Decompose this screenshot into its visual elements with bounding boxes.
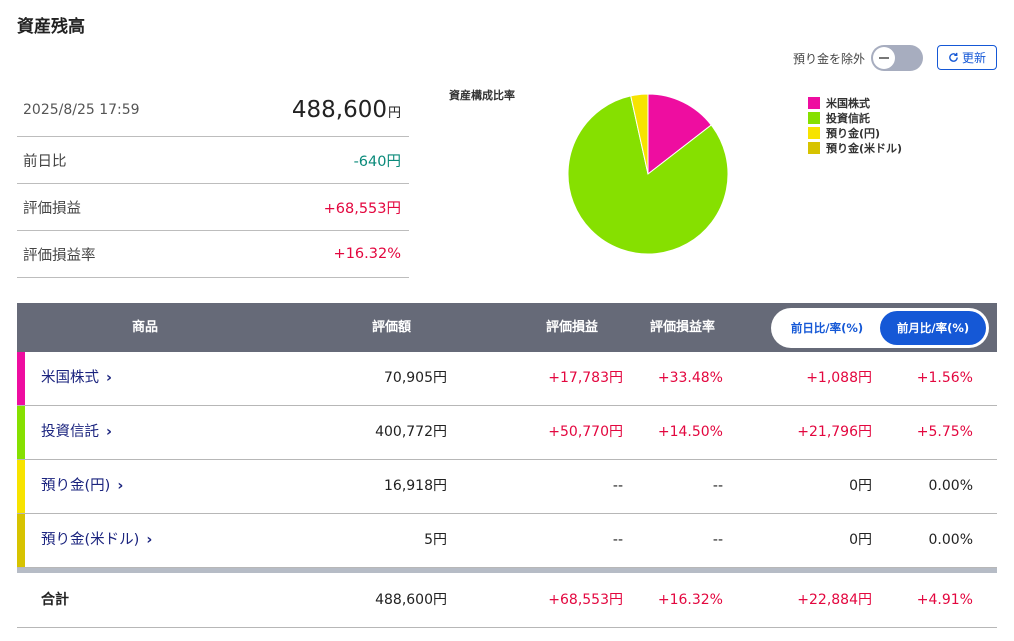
summary-row-daily-change: 前日比 -640円 [17, 137, 409, 184]
legend-label: 預り金(米ドル) [826, 141, 903, 155]
exclude-deposit-toggle[interactable] [871, 45, 924, 71]
legend-label: 預り金(円) [826, 126, 881, 140]
chevron-right-icon: › [117, 478, 124, 494]
summary-label: 評価損益 [23, 200, 81, 217]
exclude-deposit-control: 預り金を除外 [793, 45, 924, 71]
cell-pl-rate: -- [712, 478, 723, 494]
cell-value: 400,772円 [375, 424, 447, 440]
total-change-rate: +4.91% [916, 592, 973, 608]
period-toggle-group: 前日比/率(%) 前月比/率(%) [771, 308, 989, 348]
chart-title: 資産構成比率 [449, 89, 515, 102]
category-color-bar [17, 514, 25, 567]
legend-swatch [808, 96, 820, 109]
cell-pl-rate: -- [712, 532, 723, 548]
legend-item: 投資信託 [808, 110, 902, 125]
table-row: 米国株式 › 70,905円 +17,783円 +33.48% +1,088円 +1.56% [17, 352, 997, 406]
cell-pl: +50,770円 [548, 424, 623, 440]
cell-change: 0円 [849, 478, 872, 494]
category-color-bar [17, 406, 25, 459]
table-row: 投資信託 › 400,772円 +50,770円 +14.50% +21,796円 +5.7… [17, 406, 997, 460]
cell-pl: +17,783円 [548, 370, 623, 386]
refresh-label: 更新 [961, 51, 986, 65]
product-link[interactable]: 預り金(円) › [41, 460, 123, 513]
cell-pl: -- [612, 532, 623, 548]
summary-value: +16.32% [333, 246, 401, 262]
minus-icon [879, 57, 890, 59]
total-pl-rate: +16.32% [657, 592, 723, 608]
cell-change-rate: 0.00% [928, 478, 973, 494]
pie-slice-0 [647, 93, 712, 176]
summary-panel: 2025/8/25 17:59 488,600円 前日比 -640円 評価損益 … [17, 84, 409, 278]
product-link[interactable]: 米国株式 › [41, 352, 112, 405]
legend-item: 預り金(円) [808, 125, 902, 140]
total-value: 488,600円 [375, 592, 447, 608]
summary-row-pl-rate: 評価損益率 +16.32% [17, 231, 409, 278]
cell-pl-rate: +14.50% [657, 424, 723, 440]
chevron-right-icon: › [106, 370, 112, 386]
chevron-right-icon: › [146, 532, 153, 548]
header-pl-rate: 評価損益率 [650, 320, 716, 335]
legend-label: 米国株式 [826, 96, 870, 110]
cell-pl-rate: +33.48% [657, 370, 723, 386]
exclude-deposit-label: 預り金を除外 [793, 51, 866, 66]
category-color-bar [17, 460, 25, 513]
header-pl: 評価損益 [546, 320, 599, 335]
cell-change: +1,088円 [806, 370, 872, 386]
header-product: 商品 [132, 320, 159, 335]
summary-datetime: 2025/8/25 17:59 [23, 102, 140, 118]
summary-row-pl: 評価損益 +68,553円 [17, 184, 409, 231]
product-link[interactable]: 投資信託 › [41, 406, 112, 459]
product-link[interactable]: 預り金(米ドル) › [41, 514, 152, 567]
total-pl: +68,553円 [548, 592, 623, 608]
total-separator [17, 568, 997, 573]
category-color-bar [17, 352, 25, 405]
table-header: 商品 評価額 評価損益 評価損益率 前日比/率(%) 前月比/率(%) [17, 303, 997, 352]
table-row: 預り金(円) › 16,918円 -- -- 0円 0.00% [17, 460, 997, 514]
summary-label: 評価損益率 [23, 247, 96, 264]
chevron-right-icon: › [106, 424, 112, 440]
summary-label: 前日比 [23, 153, 67, 170]
cell-value: 70,905円 [384, 370, 447, 386]
legend-swatch [808, 126, 820, 139]
summary-total-row: 2025/8/25 17:59 488,600円 [17, 84, 409, 137]
summary-value: +68,553円 [323, 200, 401, 217]
cell-change: +21,796円 [797, 424, 872, 440]
holdings-table: 商品 評価額 評価損益 評価損益率 前日比/率(%) 前月比/率(%) 米国株式… [17, 303, 997, 628]
cell-pl: -- [612, 478, 623, 494]
legend-label: 投資信託 [826, 111, 870, 125]
legend-item: 米国株式 [808, 95, 902, 110]
cell-change-rate: 0.00% [928, 532, 973, 548]
refresh-button[interactable]: 更新 [937, 45, 997, 70]
summary-total-value: 488,600円 [291, 97, 401, 123]
total-row: 合計 488,600円 +68,553円 +16.32% +22,884円 +4… [17, 573, 997, 628]
total-change: +22,884円 [797, 592, 872, 608]
cell-change-rate: +5.75% [916, 424, 973, 440]
header-value: 評価額 [372, 320, 412, 335]
cell-change-rate: +1.56% [916, 370, 973, 386]
asset-composition-pie [567, 93, 729, 255]
pie-slice-1 [567, 95, 729, 255]
legend-swatch [808, 141, 820, 154]
table-row: 預り金(米ドル) › 5円 -- -- 0円 0.00% [17, 514, 997, 568]
legend-swatch [808, 111, 820, 124]
refresh-icon [949, 52, 958, 62]
summary-value: -640円 [353, 153, 401, 170]
total-label: 合計 [41, 592, 69, 608]
daily-change-tab[interactable]: 前日比/率(%) [790, 321, 864, 335]
cell-change: 0円 [849, 532, 872, 548]
monthly-change-tab[interactable]: 前月比/率(%) [880, 311, 986, 345]
cell-value: 5円 [424, 532, 447, 548]
toggle-knob [873, 47, 896, 69]
chart-legend: 米国株式 投資信託 預り金(円) 預り金(米ドル) [808, 95, 902, 155]
legend-item: 預り金(米ドル) [808, 140, 902, 155]
cell-value: 16,918円 [384, 478, 447, 494]
page-title: 資産残高 [17, 17, 85, 37]
